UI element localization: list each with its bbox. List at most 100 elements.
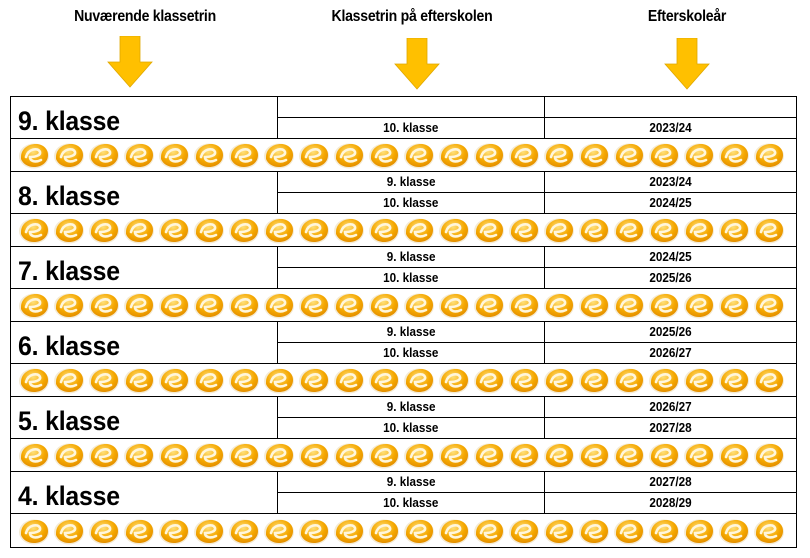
efterskole-e-logo-icon xyxy=(263,517,295,545)
efterskole-e-logo-icon xyxy=(578,517,610,545)
efterskole-grade-cell: 9. klasse xyxy=(278,472,545,492)
efterskole-e-logo-icon xyxy=(18,517,50,545)
efterskole-year-cell: 2024/25 xyxy=(649,249,692,264)
grade-row: 8. klasse 9. klasse 2023/24 10. klasse 2… xyxy=(11,172,796,214)
efterskole-e-logo-icon xyxy=(88,141,120,169)
efterskole-grade-cell: 9. klasse xyxy=(278,397,545,417)
efterskole-e-logo-icon xyxy=(613,366,645,394)
efterskole-grade-cell: 10. klasse xyxy=(278,343,545,363)
efterskole-e-logo-icon xyxy=(88,517,120,545)
efterskole-e-logo-icon xyxy=(263,141,295,169)
logo-strip xyxy=(11,139,796,172)
efterskole-year-cell: 2028/29 xyxy=(649,495,692,510)
entry-row: 10. klasse 2025/26 xyxy=(278,267,796,288)
efterskole-e-logo-icon xyxy=(403,441,435,469)
efterskole-e-logo-icon xyxy=(718,517,750,545)
grade-row: 7. klasse 9. klasse 2024/25 10. klasse 2… xyxy=(11,247,796,289)
entry-row xyxy=(278,97,796,117)
efterskole-e-logo-icon xyxy=(718,141,750,169)
efterskole-e-logo-icon xyxy=(543,517,575,545)
entry-row: 9. klasse 2026/27 xyxy=(278,397,796,417)
efterskole-e-logo-icon xyxy=(403,291,435,319)
entry-row: 9. klasse 2023/24 xyxy=(278,172,796,192)
entry-row: 10. klasse 2027/28 xyxy=(278,417,796,438)
efterskole-e-logo-icon xyxy=(753,441,785,469)
grade-row: 5. klasse 9. klasse 2026/27 10. klasse 2… xyxy=(11,397,796,439)
header-efterskole-grade: Klassetrin på efterskolen xyxy=(331,8,493,25)
entry-row: 10. klasse 2023/24 xyxy=(278,117,796,138)
efterskole-e-logo-icon xyxy=(718,216,750,244)
efterskole-e-logo-icon xyxy=(158,517,190,545)
grade-group: 5. klasse 9. klasse 2026/27 10. klasse 2… xyxy=(11,397,796,472)
efterskole-e-logo-icon xyxy=(123,141,155,169)
efterskole-e-logo-icon xyxy=(298,441,330,469)
entry-row: 10. klasse 2028/29 xyxy=(278,492,796,513)
efterskole-e-logo-icon xyxy=(263,366,295,394)
current-grade-label: 6. klasse xyxy=(18,331,120,361)
logo-strip xyxy=(11,439,796,472)
efterskole-e-logo-icon xyxy=(193,366,225,394)
efterskole-e-logo-icon xyxy=(473,366,505,394)
efterskole-e-logo-icon xyxy=(263,216,295,244)
efterskole-e-logo-icon xyxy=(298,366,330,394)
efterskole-e-logo-icon xyxy=(438,141,470,169)
efterskole-grade-cell: 10. klasse xyxy=(278,268,545,288)
efterskole-year-cell: 2023/24 xyxy=(649,174,692,189)
efterskole-grade-cell: 10. klasse xyxy=(278,418,545,438)
header-efterskole-year: Efterskoleår xyxy=(647,8,727,25)
current-grade-label: 7. klasse xyxy=(18,256,120,286)
entry-row: 10. klasse 2026/27 xyxy=(278,342,796,363)
efterskole-e-logo-icon xyxy=(613,141,645,169)
efterskole-grade-cell xyxy=(278,97,545,117)
efterskole-e-logo-icon xyxy=(368,141,400,169)
efterskole-year-cell: 2023/24 xyxy=(649,120,692,135)
grade-row: 9. klasse 10. klasse 2023/24 xyxy=(11,97,796,139)
efterskole-grade-cell: 10. klasse xyxy=(278,193,545,213)
efterskole-e-logo-icon xyxy=(368,441,400,469)
efterskole-e-logo-icon xyxy=(333,216,365,244)
efterskole-e-logo-icon xyxy=(368,216,400,244)
efterskole-year-table: 9. klasse 10. klasse 2023/24 8. klasse 9… xyxy=(10,96,797,548)
efterskole-e-logo-icon xyxy=(613,291,645,319)
efterskole-e-logo-icon xyxy=(228,291,260,319)
efterskole-year-cell xyxy=(545,97,796,117)
efterskole-e-logo-icon xyxy=(18,441,50,469)
efterskole-e-logo-icon xyxy=(648,216,680,244)
efterskole-e-logo-icon xyxy=(578,216,610,244)
efterskole-e-logo-icon xyxy=(368,366,400,394)
efterskole-e-logo-icon xyxy=(368,517,400,545)
efterskole-e-logo-icon xyxy=(543,291,575,319)
efterskole-e-logo-icon xyxy=(193,141,225,169)
efterskole-e-logo-icon xyxy=(718,441,750,469)
efterskole-e-logo-icon xyxy=(228,366,260,394)
efterskole-e-logo-icon xyxy=(438,517,470,545)
current-grade-cell: 6. klasse xyxy=(11,322,278,363)
logo-strip xyxy=(11,289,796,322)
efterskole-e-logo-icon xyxy=(648,366,680,394)
efterskole-e-logo-icon xyxy=(228,141,260,169)
efterskole-e-logo-icon xyxy=(508,141,540,169)
efterskole-e-logo-icon xyxy=(438,441,470,469)
efterskole-e-logo-icon xyxy=(123,441,155,469)
down-arrow-icon xyxy=(393,38,441,90)
efterskole-e-logo-icon xyxy=(403,366,435,394)
efterskole-e-logo-icon xyxy=(403,216,435,244)
efterskole-e-logo-icon xyxy=(298,216,330,244)
efterskole-e-logo-icon xyxy=(333,517,365,545)
efterskole-e-logo-icon xyxy=(508,291,540,319)
efterskole-e-logo-icon xyxy=(298,291,330,319)
current-grade-label: 8. klasse xyxy=(18,181,120,211)
efterskole-year-cell: 2024/25 xyxy=(649,195,692,210)
efterskole-e-logo-icon xyxy=(438,291,470,319)
efterskole-e-logo-icon xyxy=(753,366,785,394)
efterskole-e-logo-icon xyxy=(18,141,50,169)
efterskole-e-logo-icon xyxy=(543,216,575,244)
efterskole-e-logo-icon xyxy=(158,441,190,469)
efterskole-e-logo-icon xyxy=(158,141,190,169)
efterskole-e-logo-icon xyxy=(18,291,50,319)
down-arrow-icon xyxy=(663,38,711,90)
entry-row: 10. klasse 2024/25 xyxy=(278,192,796,213)
efterskole-e-logo-icon xyxy=(683,441,715,469)
efterskole-e-logo-icon xyxy=(263,291,295,319)
entry-row: 9. klasse 2027/28 xyxy=(278,472,796,492)
